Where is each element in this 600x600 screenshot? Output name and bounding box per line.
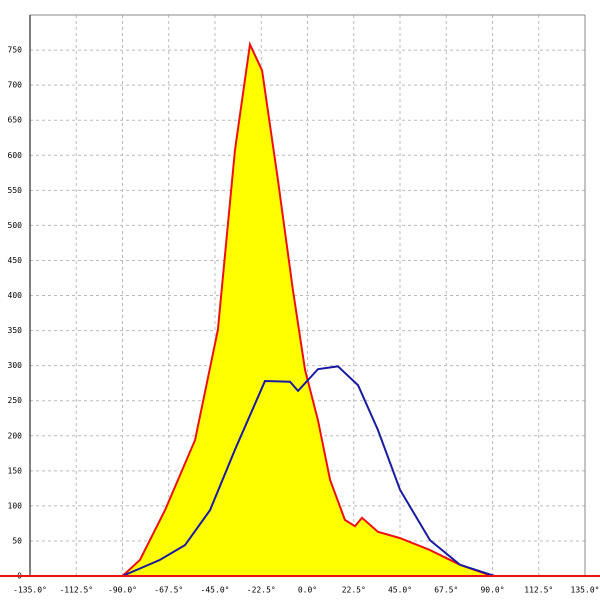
y-tick-label: 50 (12, 536, 22, 545)
y-tick-label: 300 (8, 361, 23, 370)
x-tick-label: -45.0° (201, 586, 230, 595)
y-tick-label: 550 (8, 186, 23, 195)
y-tick-label: 350 (8, 326, 23, 335)
y-tick-label: 200 (8, 431, 23, 440)
x-tick-label: 45.0° (388, 586, 412, 595)
x-tick-label: 67.5° (434, 586, 458, 595)
y-tick-label: 450 (8, 256, 23, 265)
y-tick-label: 600 (8, 151, 23, 160)
x-tick-label: 0.0° (298, 586, 317, 595)
series-group (121, 40, 495, 577)
y-tick-label: 650 (8, 116, 23, 125)
line (122, 365, 495, 577)
y-tick-label: 150 (8, 466, 23, 475)
line (121, 40, 495, 577)
x-tick-label: 112.5° (524, 586, 553, 595)
x-tick-label: -135.0° (13, 586, 47, 595)
x-tick-label: -67.5° (154, 586, 183, 595)
x-tick-label: -112.5° (59, 586, 93, 595)
y-tick-label: 700 (8, 81, 23, 90)
y-tick-label: 400 (8, 291, 23, 300)
y-tick-label: 100 (8, 501, 23, 510)
x-tick-label: 135.0° (571, 586, 600, 595)
x-tick-label: 90.0° (480, 586, 504, 595)
y-tick-label: 500 (8, 221, 23, 230)
y-tick-label: 250 (8, 396, 23, 405)
y-tick-label: 750 (8, 46, 23, 55)
x-tick-label: -22.5° (247, 586, 276, 595)
x-tick-label: 22.5° (342, 586, 366, 595)
area (122, 44, 495, 576)
x-tick-label: -90.0° (108, 586, 137, 595)
